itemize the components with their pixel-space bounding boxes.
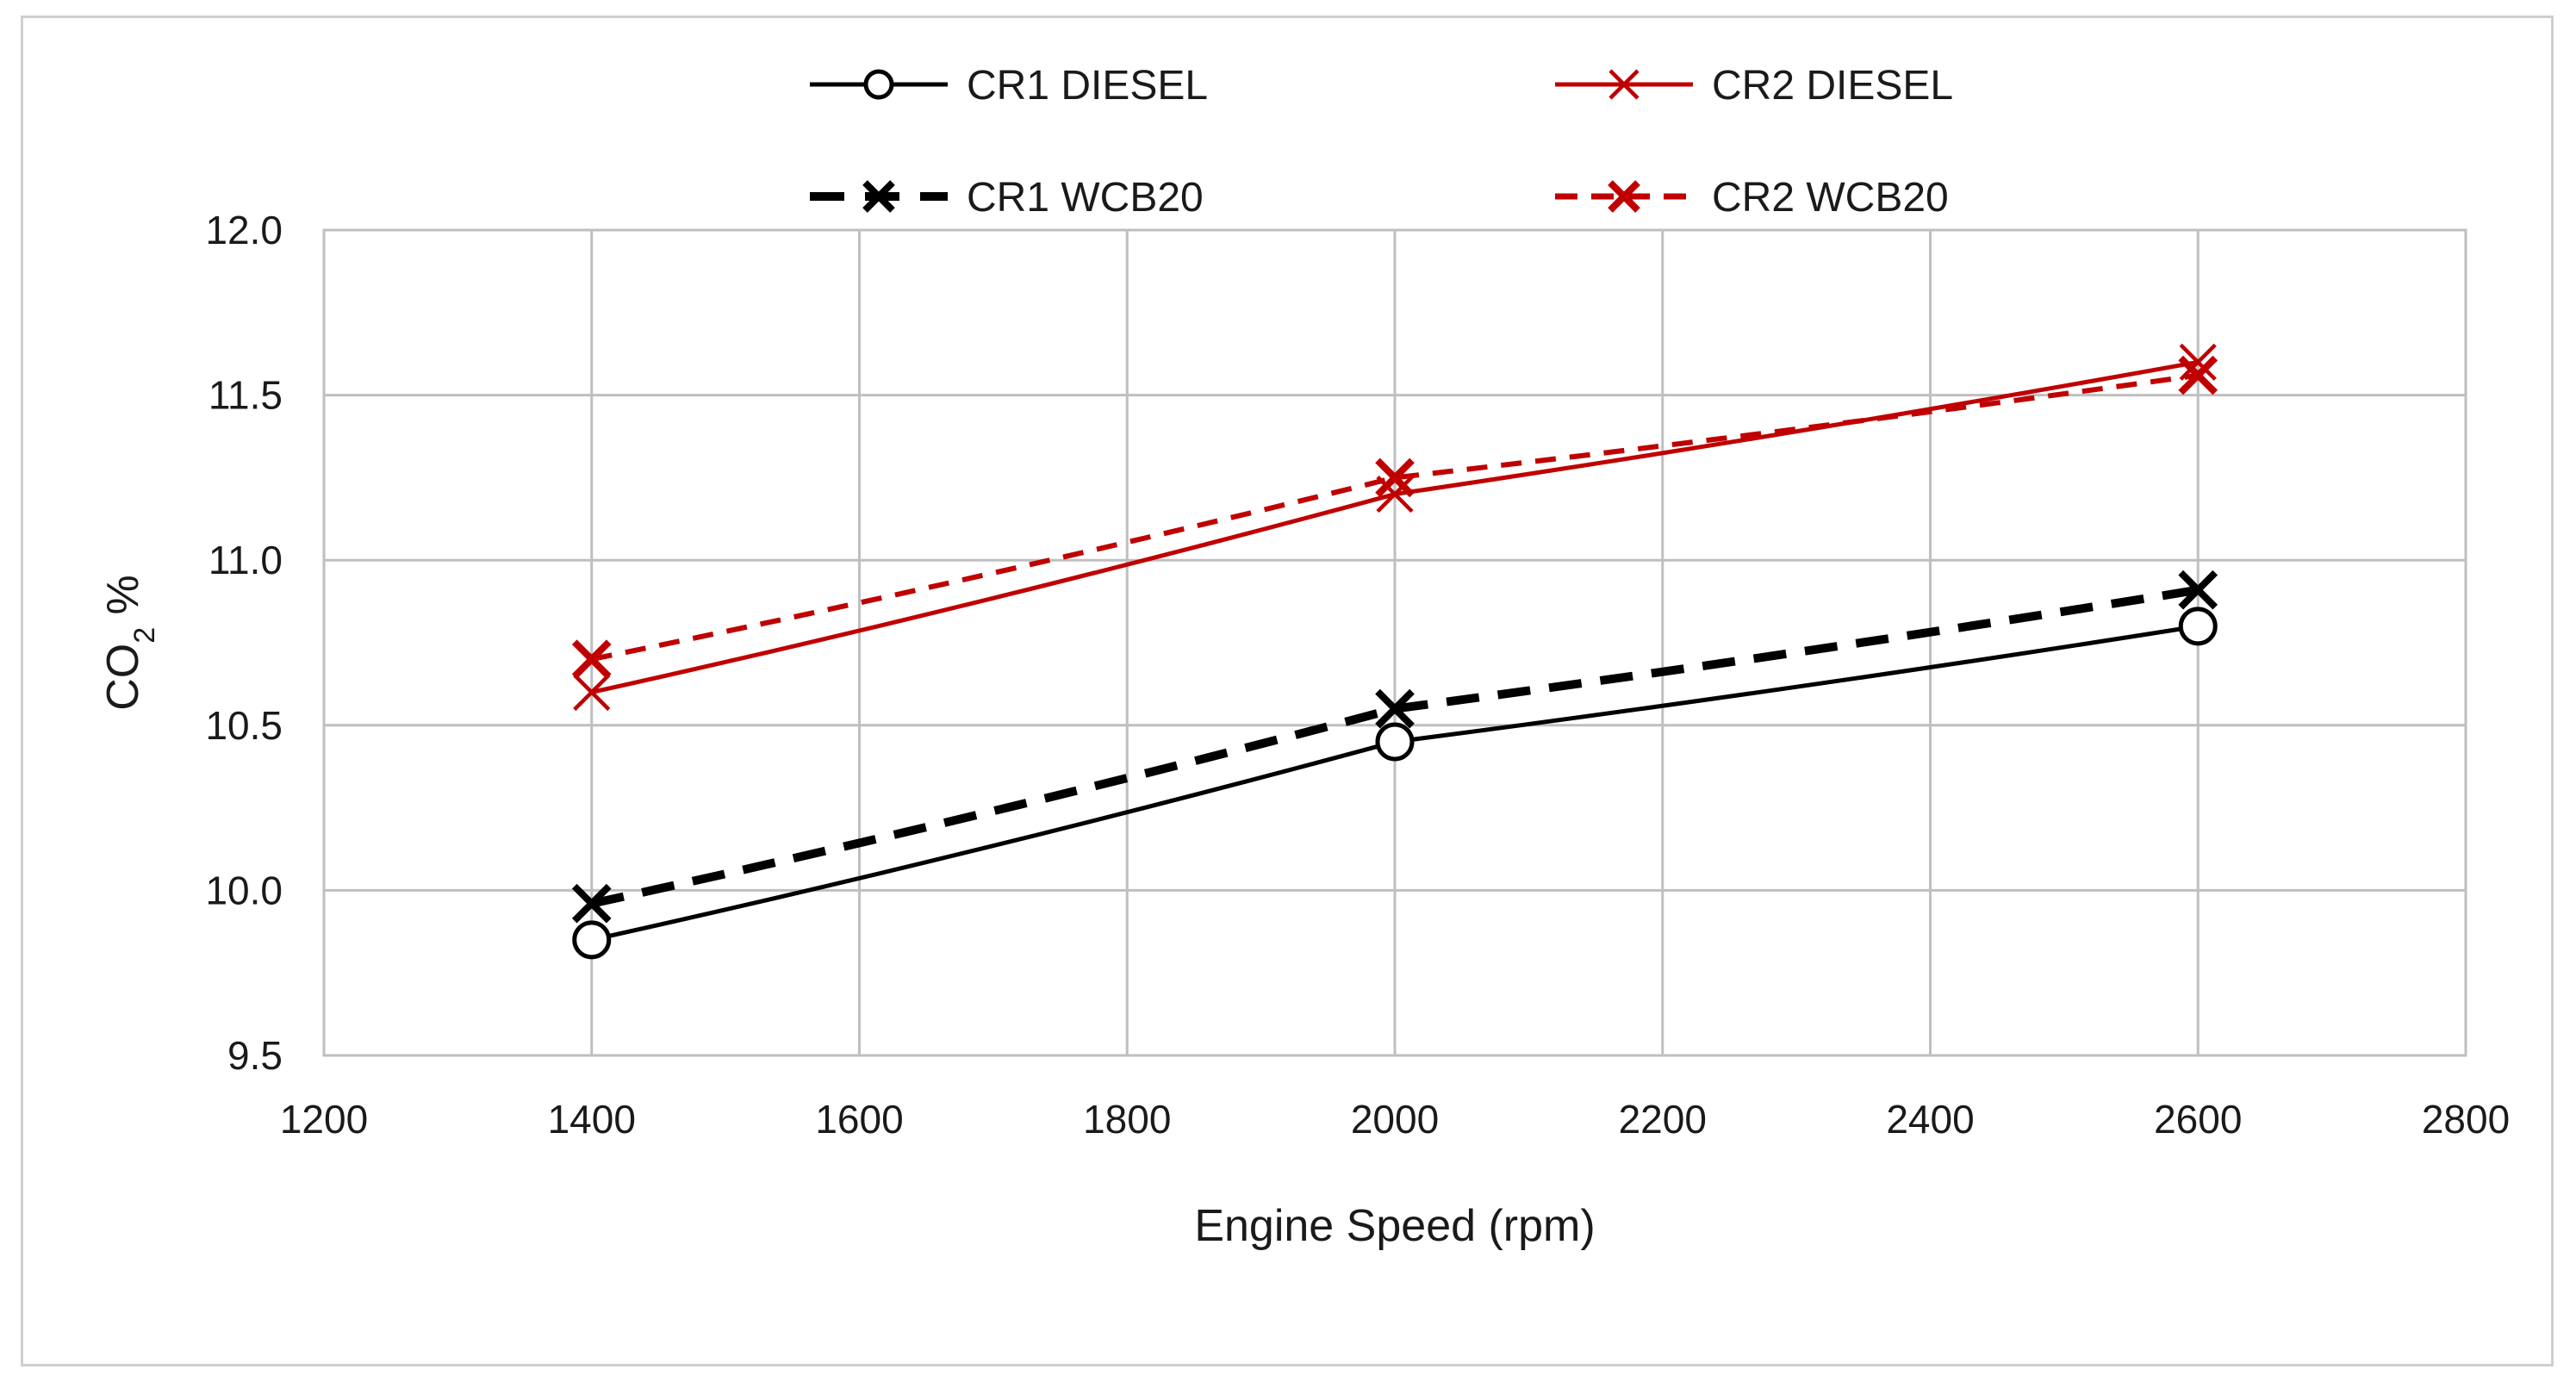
data-point [1375,457,1415,498]
series-line [590,585,2200,908]
series-0 [572,607,2218,960]
data-point [573,673,611,712]
plot-area-border [322,228,2467,1057]
data-point [2178,355,2218,395]
y-tick-label: 11.0 [208,538,283,582]
legend-marker [863,69,894,100]
marker-stroke [1376,475,1414,513]
legend-label: CR1 WCB20 [967,175,1204,221]
x-tick-label: 2800 [2422,1097,2510,1142]
marker-stroke [1608,69,1640,100]
data-point [571,883,612,924]
data-point [2178,607,2218,646]
legend-marker [862,180,895,213]
legend-label: CR1 DIESEL [967,63,1208,109]
y-tick-label: 9.5 [227,1033,283,1078]
x-tick-label: 2000 [1351,1097,1439,1142]
data-point [2179,343,2217,381]
data-point [1375,722,1415,762]
marker-stroke [1608,180,1640,213]
data-point [572,920,612,960]
series-1 [573,343,2217,712]
data-point [1375,688,1415,729]
x-tick-label: 1800 [1083,1097,1171,1142]
marker-stroke [2178,570,2218,610]
y-tick-label: 10.5 [205,703,283,748]
marker-stroke [2179,343,2217,381]
y-tick-label: 12.0 [205,208,283,252]
legend: CR1 DIESEL CR2 DIESEL CR1 WCB20 CR2 WCB20 [810,63,1953,221]
legend-marker [1608,69,1640,100]
data-point [2178,570,2218,610]
series-3 [571,355,2218,679]
y-axis-title-main: CO [98,644,148,711]
x-tick-label: 1200 [280,1097,368,1142]
y-axis-title-suffix: % [98,575,148,627]
grid [322,228,2467,1057]
x-tick-label: 2600 [2154,1097,2242,1142]
legend-item: CR1 WCB20 [810,175,1204,221]
marker-stroke [1375,688,1415,729]
y-tick-label: 10.0 [205,868,283,912]
marker-stroke [2178,355,2218,395]
x-axis-title: Engine Speed (rpm) [1194,1201,1595,1251]
legend-item: CR1 DIESEL [810,63,1208,109]
chart-frame [21,16,2554,1366]
x-tick-label: 2400 [1886,1097,1974,1142]
x-tick-label: 1400 [548,1097,636,1142]
y-axis-title-subscript: 2 [128,627,161,644]
y-tick-label: 11.5 [208,373,283,418]
legend-item: CR2 WCB20 [1555,175,1949,221]
x-tick-label: 1600 [815,1097,903,1142]
legend-label: CR2 DIESEL [1712,63,1953,109]
series-2 [571,570,2218,924]
legend-item: CR2 DIESEL [1555,63,1953,109]
marker-stroke [573,673,611,712]
legend-label: CR2 WCB20 [1712,175,1949,221]
marker-stroke [1375,457,1415,498]
legend-marker [1608,180,1640,213]
y-axis-title: CO2 % [98,575,161,711]
x-tick-label: 2200 [1619,1097,1707,1142]
data-point [571,639,612,679]
marker-stroke [571,639,612,679]
marker-stroke [571,883,612,924]
marker-stroke [862,180,895,213]
series-layer [571,343,2218,960]
tick-labels: 1200 1400 1600 1800 2000 2200 2400 2600 2800 9.5 1… [205,208,2510,1142]
